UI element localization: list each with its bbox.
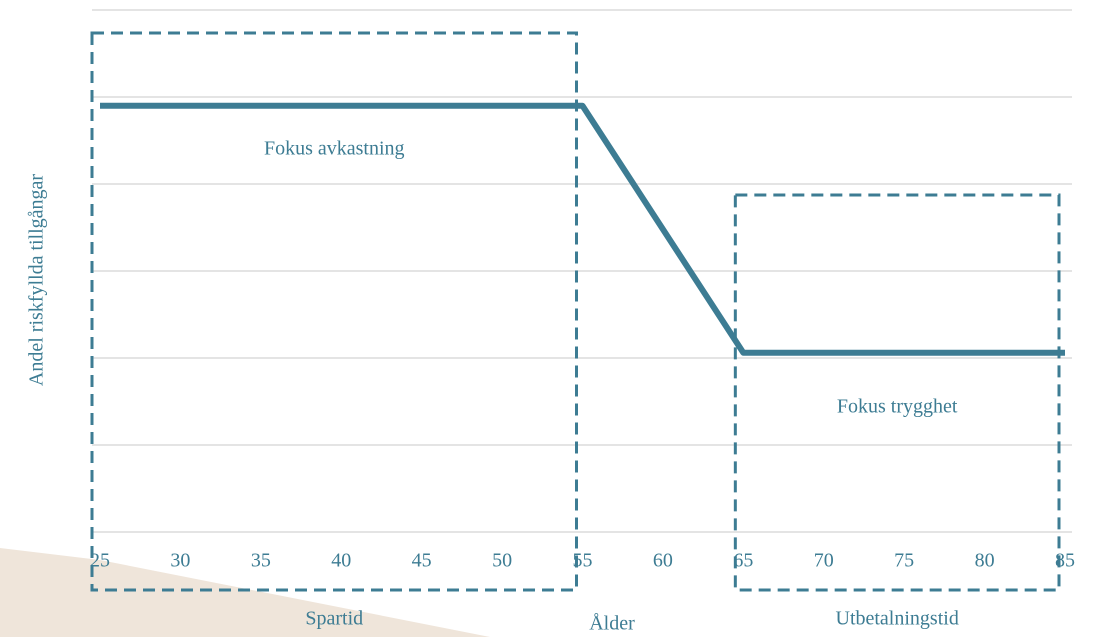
region-box — [90, 31, 578, 592]
region-sublabel: Utbetalningstid — [836, 608, 959, 630]
y-axis-label: Andel riskfyllda tillgångar — [26, 174, 48, 387]
region-label: Fokus avkastning — [264, 138, 405, 160]
region-box — [733, 193, 1061, 592]
region-label: Fokus trygghet — [837, 396, 958, 418]
line — [100, 102, 1065, 356]
x-tick-label: 65 — [733, 550, 753, 572]
region-sublabel: Spartid — [305, 608, 363, 630]
x-axis-label: Ålder — [589, 613, 635, 635]
x-tick-label: 40 — [331, 550, 351, 572]
x-tick-label: 60 — [653, 550, 673, 572]
x-tick-label: 75 — [894, 550, 914, 572]
x-tick-label: 45 — [412, 550, 432, 572]
x-tick-label: 50 — [492, 550, 512, 572]
x-tick-label: 80 — [975, 550, 995, 572]
x-tick-label: 30 — [170, 550, 190, 572]
background-shape — [0, 548, 490, 637]
x-tick-label: 25 — [90, 550, 110, 572]
x-tick-label: 70 — [814, 550, 834, 572]
x-tick-label: 35 — [251, 550, 271, 572]
